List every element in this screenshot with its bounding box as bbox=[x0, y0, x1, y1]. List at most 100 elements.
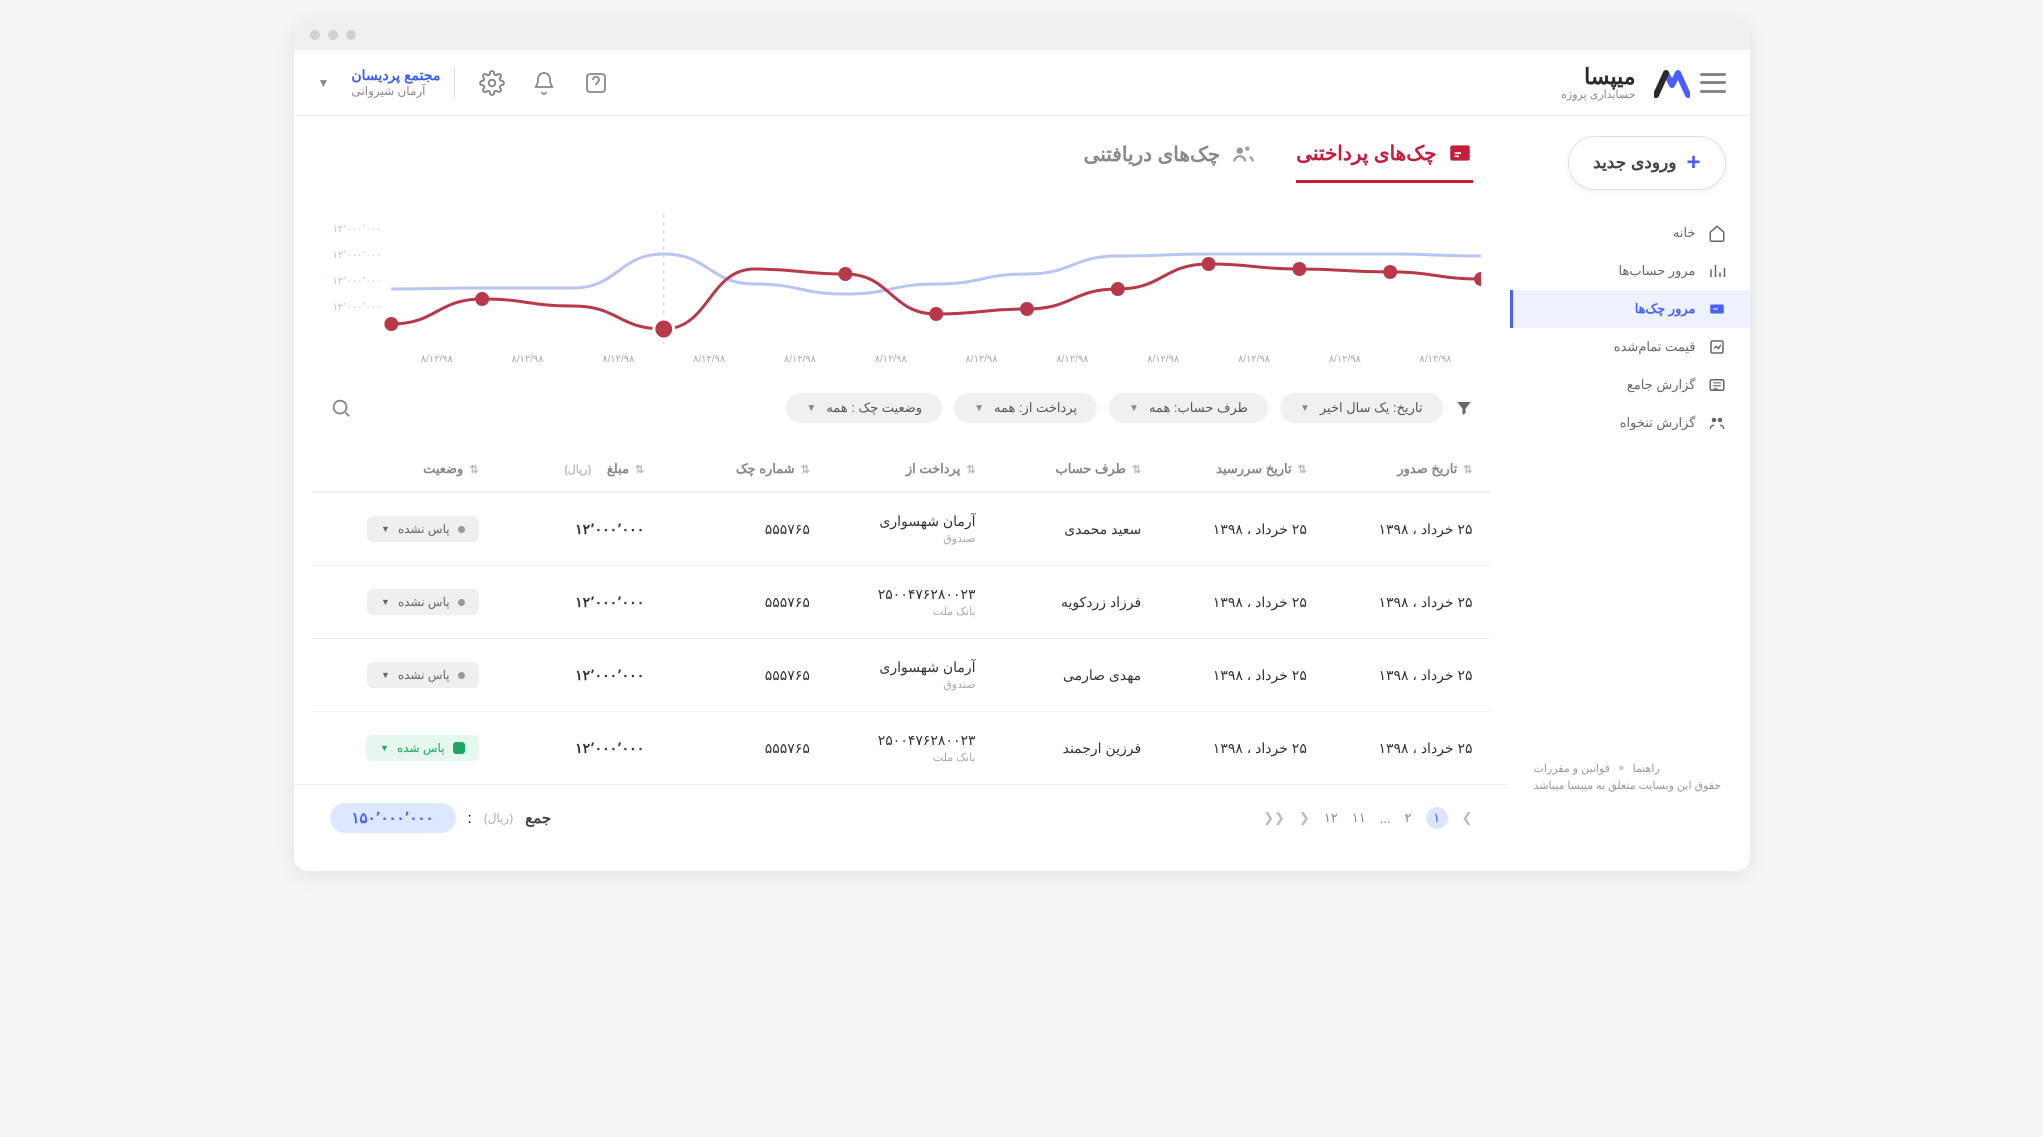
nav-label: گزارش جامع bbox=[1627, 377, 1696, 393]
status-badge[interactable]: پاس نشده ▼ bbox=[367, 516, 479, 542]
footer-legal: راهنما ● قوانین و مقررات حقوق این وبسایت… bbox=[1510, 762, 1750, 806]
col-issue-date[interactable]: ⇅تاریخ صدور bbox=[1307, 461, 1473, 477]
cell-account: فرزاد زردکویه bbox=[976, 594, 1142, 611]
sidebar-item-1[interactable]: مرور حساب‌ها bbox=[1510, 252, 1750, 290]
table-row[interactable]: ۲۵ خرداد ، ۱۳۹۸ ۲۵ خرداد ، ۱۳۹۸ فرزاد زر… bbox=[312, 565, 1491, 638]
cell-amount: ۱۲٬۰۰۰٬۰۰۰ bbox=[479, 667, 645, 684]
svg-text:۸/۱۲/۹۸: ۸/۱۲/۹۸ bbox=[965, 354, 998, 364]
table-row[interactable]: ۲۵ خرداد ، ۱۳۹۸ ۲۵ خرداد ، ۱۳۹۸ فرزین ار… bbox=[312, 711, 1491, 784]
payable-icon bbox=[1447, 140, 1473, 166]
filters-bar: تاریخ: یک سال اخیر▼ طرف حساب: همه▼ پرداخ… bbox=[294, 379, 1509, 437]
page-next[interactable]: ❯ bbox=[1462, 810, 1473, 826]
table-footer: ❯۱۲...۱۱۱۲❮❮❮ جمع (ریال) : ۱۵۰٬۰۰۰٬۰۰۰ bbox=[294, 784, 1509, 851]
cell-due-date: ۲۵ خرداد ، ۱۳۹۸ bbox=[1141, 740, 1307, 757]
status-dot-icon bbox=[453, 742, 465, 754]
svg-text:۸/۱۲/۹۸: ۸/۱۲/۹۸ bbox=[1419, 354, 1452, 364]
sidebar-item-5[interactable]: گزارش تنخواه bbox=[1510, 404, 1750, 442]
cell-status: پاس نشده ▼ bbox=[329, 516, 478, 542]
nav-label: مرور حساب‌ها bbox=[1619, 263, 1696, 279]
filter-icon[interactable] bbox=[1455, 399, 1473, 417]
col-account[interactable]: ⇅طرف حساب bbox=[976, 461, 1142, 477]
svg-text:۸/۱۲/۹۸: ۸/۱۲/۹۸ bbox=[1147, 354, 1180, 364]
sidebar-item-4[interactable]: گزارش جامع bbox=[1510, 366, 1750, 404]
nav-icon bbox=[1708, 414, 1726, 432]
cell-due-date: ۲۵ خرداد ، ۱۳۹۸ bbox=[1141, 667, 1307, 684]
window-titlebar bbox=[294, 20, 1750, 50]
chevron-down-icon: ▼ bbox=[381, 524, 390, 534]
tabs: چک‌های پرداختنی چک‌های دریافتنی bbox=[294, 116, 1509, 184]
footer-terms-link[interactable]: قوانین و مقررات bbox=[1534, 762, 1610, 775]
cell-payfrom: آرمان شهسواریصندوق bbox=[810, 513, 976, 545]
svg-text:۸/۱۲/۹۸: ۸/۱۲/۹۸ bbox=[783, 354, 816, 364]
col-status[interactable]: ⇅وضعیت bbox=[329, 461, 478, 477]
nav-icon bbox=[1708, 300, 1726, 318]
menu-icon[interactable] bbox=[1700, 73, 1726, 93]
chevron-down-icon[interactable]: ▼ bbox=[318, 76, 330, 90]
cell-status: پاس شده ▼ bbox=[329, 735, 478, 761]
col-amount[interactable]: ⇅مبلغ (ریال) bbox=[479, 461, 645, 477]
cell-issue-date: ۲۵ خرداد ، ۱۳۹۸ bbox=[1307, 740, 1473, 757]
nav-label: گزارش تنخواه bbox=[1620, 415, 1696, 431]
page-number[interactable]: ۱ bbox=[1426, 807, 1448, 829]
tab-payable-label: چک‌های پرداختنی bbox=[1296, 141, 1436, 166]
sidebar-item-0[interactable]: خانه bbox=[1510, 214, 1750, 252]
page-first[interactable]: ❮❮ bbox=[1263, 810, 1285, 826]
page-number[interactable]: ... bbox=[1380, 811, 1391, 826]
checks-table: ⇅تاریخ صدور ⇅تاریخ سررسید ⇅طرف حساب ⇅پرد… bbox=[312, 447, 1491, 784]
page-number[interactable]: ۲ bbox=[1405, 810, 1412, 826]
footer-guide-link[interactable]: راهنما bbox=[1633, 762, 1660, 775]
app-window: میپسا حسابداری پروژه مجتمع پردیسان آرمان… bbox=[294, 20, 1750, 871]
filter-status[interactable]: وضعیت چک : همه▼ bbox=[786, 393, 942, 423]
cell-amount: ۱۲٬۰۰۰٬۰۰۰ bbox=[479, 594, 645, 611]
svg-text:۸/۱۲/۹۸: ۸/۱۲/۹۸ bbox=[1328, 354, 1361, 364]
search-icon[interactable] bbox=[330, 397, 352, 419]
filter-date[interactable]: تاریخ: یک سال اخیر▼ bbox=[1280, 393, 1443, 423]
page-number[interactable]: ۱۲ bbox=[1324, 810, 1338, 826]
tab-receivable[interactable]: چک‌های دریافتنی bbox=[1084, 140, 1257, 183]
table-row[interactable]: ۲۵ خرداد ، ۱۳۹۸ ۲۵ خرداد ، ۱۳۹۸ مهدی صار… bbox=[312, 638, 1491, 711]
chevron-down-icon: ▼ bbox=[974, 403, 984, 414]
col-checkno[interactable]: ⇅شماره چک bbox=[644, 461, 810, 477]
tab-receivable-label: چک‌های دریافتنی bbox=[1084, 142, 1221, 167]
cell-amount: ۱۲٬۰۰۰٬۰۰۰ bbox=[479, 740, 645, 757]
filter-payfrom[interactable]: پرداخت از: همه▼ bbox=[954, 393, 1097, 423]
filter-account[interactable]: طرف حساب: همه▼ bbox=[1109, 393, 1268, 423]
window-control-dot[interactable] bbox=[328, 30, 338, 40]
user-switcher[interactable]: مجتمع پردیسان آرمان شیروانی bbox=[351, 67, 455, 98]
nav-label: قیمت تمام‌شده bbox=[1614, 339, 1696, 355]
footer-copyright: حقوق این وبسایت متعلق به میپسا میباشد bbox=[1534, 779, 1722, 792]
status-badge[interactable]: پاس نشده ▼ bbox=[367, 662, 479, 688]
cell-account: مهدی صارمی bbox=[976, 667, 1142, 684]
status-badge[interactable]: پاس نشده ▼ bbox=[367, 589, 479, 615]
chevron-down-icon: ▼ bbox=[380, 743, 389, 753]
page-number[interactable]: ۱۱ bbox=[1352, 810, 1366, 826]
cell-checkno: ۵۵۵۷۶۵ bbox=[644, 594, 810, 611]
window-control-dot[interactable] bbox=[310, 30, 320, 40]
svg-text:۸/۱۲/۹۸: ۸/۱۲/۹۸ bbox=[1056, 354, 1089, 364]
svg-text:۸/۱۲/۹۸: ۸/۱۲/۹۸ bbox=[1237, 354, 1270, 364]
cell-payfrom: ۲۵۰۰۴۷۶۲۸۰۰۲۳بانک ملت bbox=[810, 732, 976, 764]
page-prev[interactable]: ❮ bbox=[1299, 810, 1310, 826]
bell-icon[interactable] bbox=[529, 68, 559, 98]
cell-payfrom: آرمان شهسواریصندوق bbox=[810, 659, 976, 691]
svg-text:۱۲٬۰۰۰٬۰۰۰: ۱۲٬۰۰۰٬۰۰۰ bbox=[332, 276, 381, 287]
total-label: جمع bbox=[525, 809, 551, 827]
chevron-down-icon: ▼ bbox=[806, 403, 816, 414]
cell-due-date: ۲۵ خرداد ، ۱۳۹۸ bbox=[1141, 594, 1307, 611]
window-control-dot[interactable] bbox=[346, 30, 356, 40]
new-entry-button[interactable]: + ورودی جدید bbox=[1568, 136, 1725, 190]
help-icon[interactable] bbox=[581, 68, 611, 98]
col-due-date[interactable]: ⇅تاریخ سررسید bbox=[1141, 461, 1307, 477]
svg-text:۱۲٬۰۰۰٬۰۰۰: ۱۲٬۰۰۰٬۰۰۰ bbox=[332, 302, 381, 313]
gear-icon[interactable] bbox=[477, 68, 507, 98]
table-row[interactable]: ۲۵ خرداد ، ۱۳۹۸ ۲۵ خرداد ، ۱۳۹۸ سعید محم… bbox=[312, 492, 1491, 565]
status-badge[interactable]: پاس شده ▼ bbox=[366, 735, 479, 761]
svg-text:۱۲٬۰۰۰٬۰۰۰: ۱۲٬۰۰۰٬۰۰۰ bbox=[332, 224, 381, 235]
sidebar-item-2[interactable]: مرور چک‌ها bbox=[1510, 290, 1750, 328]
cell-amount: ۱۲٬۰۰۰٬۰۰۰ bbox=[479, 521, 645, 538]
cell-payfrom: ۲۵۰۰۴۷۶۲۸۰۰۲۳بانک ملت bbox=[810, 586, 976, 618]
nav-icon bbox=[1708, 224, 1726, 242]
tab-payable[interactable]: چک‌های پرداختنی bbox=[1296, 140, 1472, 183]
col-payfrom[interactable]: ⇅پرداخت از bbox=[810, 461, 976, 477]
sidebar-item-3[interactable]: قیمت تمام‌شده bbox=[1510, 328, 1750, 366]
